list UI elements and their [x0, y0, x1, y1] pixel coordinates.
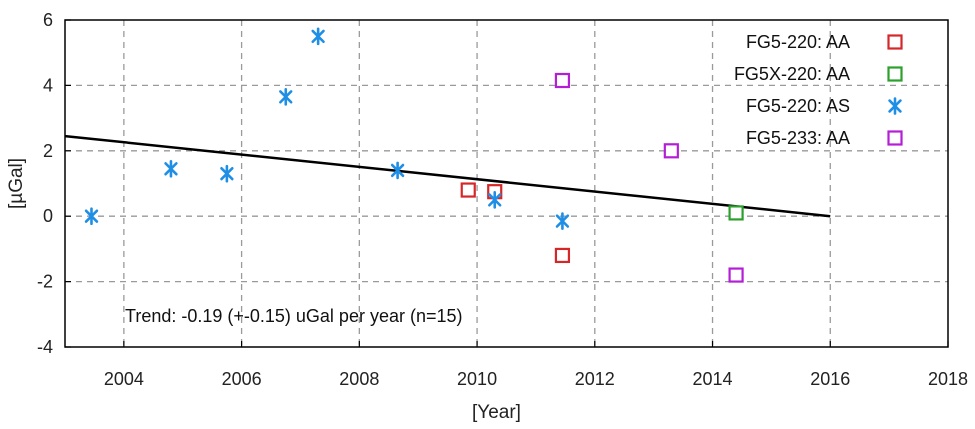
x-tick-label: 2018: [928, 369, 968, 389]
y-axis-label: [µGal]: [6, 158, 27, 209]
y-tick-label: -2: [37, 272, 53, 292]
y-tick-label: 2: [43, 141, 53, 161]
legend-marker-1: [887, 66, 903, 82]
legend-markers: [887, 34, 903, 146]
x-tick-label: 2006: [222, 369, 262, 389]
series-2-point: [555, 212, 570, 230]
legend-label-3: FG5-233: AA: [746, 128, 850, 148]
series-2-point: [488, 191, 502, 209]
legend-label-0: FG5-220: AA: [746, 32, 850, 52]
series-2-point: [84, 207, 99, 225]
series-2-point: [390, 161, 405, 180]
legend-label-2: FG5-220: AS: [746, 96, 850, 116]
series-2-point: [311, 27, 325, 46]
x-tick-label: 2016: [810, 369, 850, 389]
y-tick-label: 4: [43, 75, 53, 95]
series-2-point: [279, 88, 293, 106]
x-tick-label: 2008: [339, 369, 379, 389]
legend-marker-2: [888, 97, 902, 115]
series-3-point: [554, 72, 571, 89]
series-1-point: [728, 205, 744, 221]
trend-line: [64, 134, 831, 218]
y-tick-label: 0: [43, 206, 53, 226]
legend-marker-0: [887, 34, 903, 50]
x-tick-label: 2004: [104, 369, 144, 389]
x-tick-label: 2014: [693, 369, 733, 389]
series-2-point: [220, 164, 234, 183]
data-marks: [84, 27, 744, 283]
legend-marker-3: [887, 130, 903, 146]
series-3-point: [663, 143, 679, 159]
tick-labels: 2004 2006 2008 2010 2012 2014 2016 2018 -4 -2 0 2 4 6: [37, 10, 968, 389]
trend-annotation: Trend: -0.19 (+-0.15) uGal per year (n=1…: [125, 306, 463, 326]
plot-frame: [64, 19, 949, 348]
legend-label-1: FG5X-220: AA: [734, 64, 850, 84]
x-tick-label: 2010: [457, 369, 497, 389]
series-0-point: [460, 182, 476, 198]
series-2-point: [164, 159, 178, 178]
legend: FG5-220: AA FG5X-220: AA FG5-220: AS FG5…: [734, 32, 903, 148]
y-tick-label: 6: [43, 10, 53, 30]
series-3-point: [728, 267, 744, 283]
series-0-point: [554, 247, 571, 264]
x-axis-label: [Year]: [472, 402, 521, 423]
x-tick-label: 2012: [575, 369, 615, 389]
y-tick-label: -4: [37, 337, 53, 357]
